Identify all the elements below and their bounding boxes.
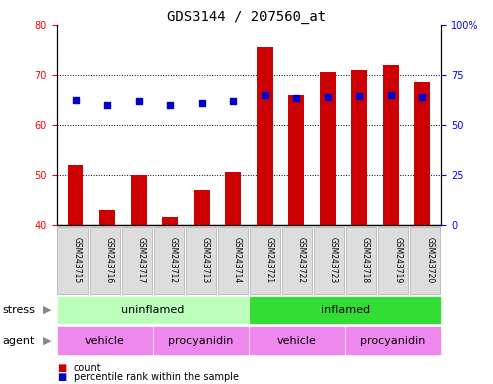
Bar [131,175,146,225]
Text: GSM243719: GSM243719 [393,237,402,283]
Point [355,93,363,99]
Text: GSM243713: GSM243713 [201,237,210,283]
Bar [320,73,336,225]
Bar [225,172,241,225]
Text: ■: ■ [57,363,66,373]
Text: GSM243720: GSM243720 [425,237,434,283]
Bar [257,47,273,225]
Point [166,102,174,108]
Point [103,102,111,108]
Point [387,92,395,98]
Text: procyanidin: procyanidin [168,336,234,346]
Bar [68,165,83,225]
Text: agent: agent [2,336,35,346]
Text: percentile rank within the sample: percentile rank within the sample [74,372,239,382]
Text: stress: stress [2,305,35,315]
Text: vehicle: vehicle [277,336,317,346]
Text: GSM243715: GSM243715 [73,237,82,283]
Text: GSM243721: GSM243721 [265,237,274,283]
Text: GSM243712: GSM243712 [169,237,178,283]
Text: inflamed: inflamed [320,305,370,315]
Text: ▶: ▶ [42,336,51,346]
Text: procyanidin: procyanidin [360,336,426,346]
Bar [383,65,399,225]
Text: count: count [74,363,102,373]
Bar [162,217,178,225]
Bar [99,210,115,225]
Text: GSM243717: GSM243717 [137,237,146,283]
Point [198,100,206,106]
Bar [194,190,210,225]
Point [261,92,269,98]
Point [292,95,300,101]
Text: vehicle: vehicle [85,336,125,346]
Bar [415,83,430,225]
Point [419,94,426,100]
Text: ▶: ▶ [42,305,51,315]
Text: GSM243716: GSM243716 [105,237,114,283]
Point [324,94,332,100]
Bar [288,95,304,225]
Bar [352,70,367,225]
Text: ■: ■ [57,372,66,382]
Point [135,98,142,104]
Point [229,98,237,104]
Text: uninflamed: uninflamed [121,305,184,315]
Point [71,97,79,103]
Text: GSM243722: GSM243722 [297,237,306,283]
Text: GSM243718: GSM243718 [361,237,370,283]
Text: GDS3144 / 207560_at: GDS3144 / 207560_at [167,10,326,23]
Text: GSM243723: GSM243723 [329,237,338,283]
Text: GSM243714: GSM243714 [233,237,242,283]
